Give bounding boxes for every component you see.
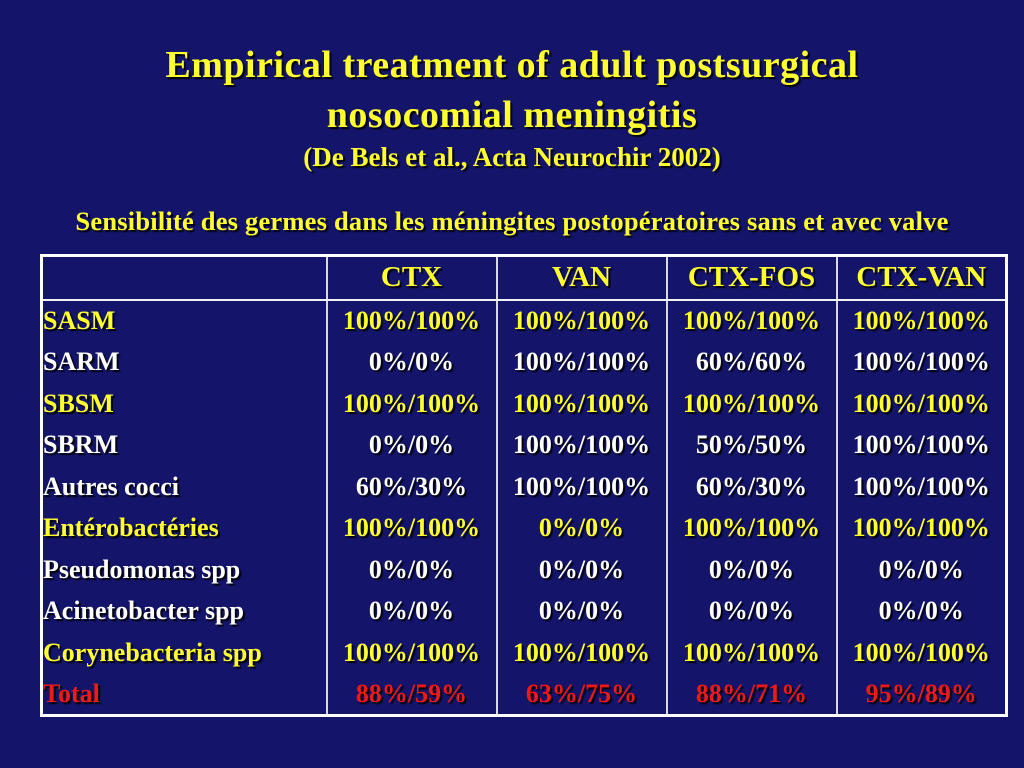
sensitivity-value: 100%/100% <box>835 466 1007 508</box>
organism-label: SARM <box>43 347 120 377</box>
sensitivity-value: 0%/0% <box>665 590 837 633</box>
sensitivity-value: 63%/75% <box>495 673 667 716</box>
table-row: Entérobactéries 100%/100% 0%/0% 100%/100% 10… <box>42 507 1007 550</box>
table-row: SASM 100%/100% 100%/100% 100%/100% 100%/100% <box>42 300 1007 342</box>
organism-label: Corynebacteria spp <box>43 637 262 667</box>
sensitivity-value: 100%/100% <box>665 507 837 550</box>
sensitivity-value: 0%/0% <box>325 424 497 467</box>
slide-subtitle: Sensibilité des germes dans les méningit… <box>75 206 949 237</box>
organism-label: SASM <box>43 306 116 336</box>
sensitivity-value: 100%/100% <box>325 300 497 342</box>
table-row: Pseudomonas spp 0%/0% 0%/0% 0%/0% 0%/0% <box>42 549 1007 591</box>
slide-title-line1: Empirical treatment of adult postsurgica… <box>165 44 859 86</box>
sensitivity-value: 100%/100% <box>495 300 667 342</box>
table-row: SBSM 100%/100% 100%/100% 100%/100% 100%/100% <box>42 383 1007 425</box>
sensitivity-value: 0%/0% <box>835 590 1007 633</box>
organism-label: Pseudomonas spp <box>43 554 241 584</box>
column-header-van: VAN <box>495 255 667 302</box>
sensitivity-value: 100%/100% <box>665 300 837 342</box>
sensitivity-value: 0%/0% <box>495 549 667 591</box>
sensitivity-value: 0%/0% <box>835 549 1007 591</box>
sensitivity-table: CTX VAN CTX-FOS CTX-VAN SASM 100%/100% 100… <box>40 253 1008 717</box>
sensitivity-value: 88%/71% <box>665 673 837 716</box>
sensitivity-value: 100%/100% <box>495 466 667 508</box>
sensitivity-value: 95%/89% <box>835 673 1007 716</box>
sensitivity-value: 100%/100% <box>835 632 1007 674</box>
table-row: Corynebacteria spp 100%/100% 100%/100% 100%… <box>42 632 1007 674</box>
sensitivity-value: 60%/60% <box>665 341 837 384</box>
sensitivity-value: 100%/100% <box>835 383 1007 425</box>
table-row: SBRM 0%/0% 100%/100% 50%/50% 100%/100% <box>42 424 1007 467</box>
sensitivity-value: 100%/100% <box>495 424 667 467</box>
sensitivity-value: 0%/0% <box>665 549 837 591</box>
sensitivity-value: 100%/100% <box>835 507 1007 550</box>
slide-title-citation: (De Bels et al., Acta Neurochir 2002) <box>303 142 721 173</box>
organism-label: SBSM <box>43 388 114 418</box>
table-row: Autres cocci 60%/30% 100%/100% 60%/30% 100%/… <box>42 466 1007 508</box>
organism-label: Acinetobacter spp <box>43 596 245 626</box>
table-row: Acinetobacter spp 0%/0% 0%/0% 0%/0% 0%/0% <box>42 590 1007 633</box>
organism-label: SBRM <box>43 430 119 460</box>
sensitivity-value: 100%/100% <box>665 383 837 425</box>
table-row: SARM 0%/0% 100%/100% 60%/60% 100%/100% <box>42 341 1007 384</box>
column-header-ctx-van: CTX-VAN <box>835 255 1007 302</box>
sensitivity-value: 100%/100% <box>495 383 667 425</box>
sensitivity-value: 0%/0% <box>495 507 667 550</box>
sensitivity-value: 100%/100% <box>495 341 667 384</box>
sensitivity-value: 0%/0% <box>325 341 497 384</box>
table-row: Total 88%/59% 63%/75% 88%/71% 95%/89% <box>42 673 1007 716</box>
organism-label: Entérobactéries <box>43 513 219 543</box>
sensitivity-value: 100%/100% <box>495 632 667 674</box>
sensitivity-value: 0%/0% <box>325 590 497 633</box>
table-header-row: CTX VAN CTX-FOS CTX-VAN <box>41 255 1007 302</box>
sensitivity-value: 100%/100% <box>325 383 497 425</box>
sensitivity-value: 0%/0% <box>495 590 667 633</box>
sensitivity-value: 100%/100% <box>665 632 837 674</box>
sensitivity-value: 88%/59% <box>325 673 497 716</box>
sensitivity-value: 100%/100% <box>835 341 1007 384</box>
sensitivity-value: 100%/100% <box>835 300 1007 342</box>
column-header-ctx-fos: CTX-FOS <box>665 255 837 302</box>
column-header-empty <box>41 255 327 302</box>
sensitivity-value: 50%/50% <box>665 424 837 467</box>
column-header-ctx: CTX <box>325 255 497 302</box>
organism-label: Total <box>43 678 100 708</box>
sensitivity-value: 100%/100% <box>325 507 497 550</box>
sensitivity-value: 100%/100% <box>325 632 497 674</box>
sensitivity-value: 0%/0% <box>325 549 497 591</box>
sensitivity-value: 60%/30% <box>325 466 497 508</box>
sensitivity-value: 100%/100% <box>835 424 1007 467</box>
sensitivity-value: 60%/30% <box>665 466 837 508</box>
title-block: Empirical treatment of adult postsurgica… <box>0 0 1024 175</box>
organism-label: Autres cocci <box>43 471 179 501</box>
slide-title-line2: nosocomial meningitis <box>326 94 698 137</box>
